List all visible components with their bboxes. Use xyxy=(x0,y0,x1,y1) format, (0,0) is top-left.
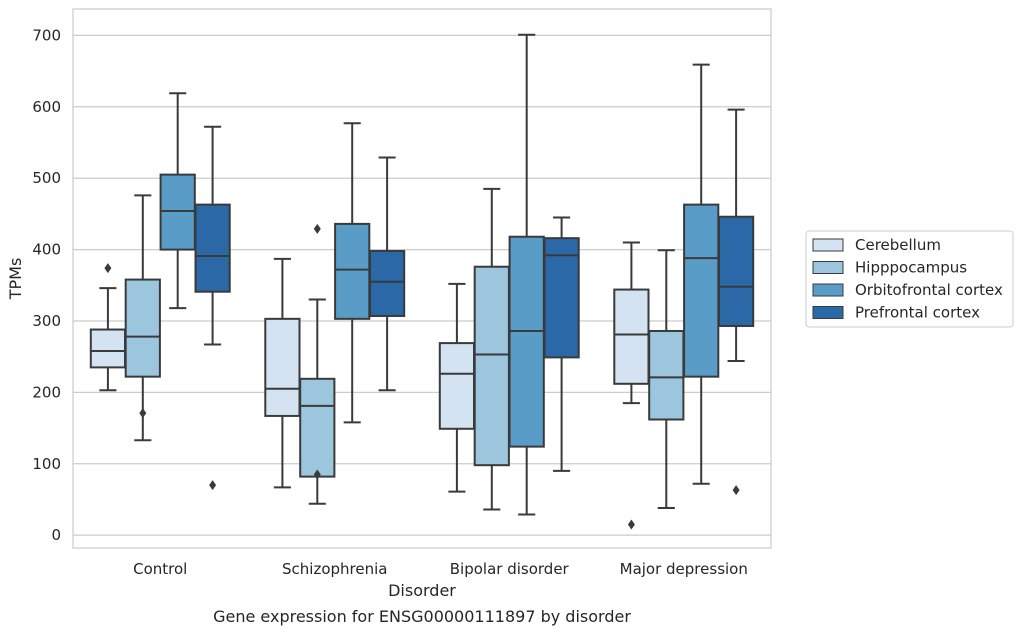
box-group xyxy=(264,257,301,489)
y-axis-label: TPMs xyxy=(6,258,25,301)
box-group xyxy=(368,156,406,392)
outlier-point xyxy=(627,519,635,530)
box-iqr xyxy=(159,173,196,251)
box-group xyxy=(613,241,650,530)
box-iqr xyxy=(194,203,231,293)
legend-label: Cerebellum xyxy=(855,236,941,254)
legend-label: Hipppocampus xyxy=(855,259,967,277)
y-tick-label: 700 xyxy=(32,26,61,44)
box-iqr xyxy=(683,203,720,378)
box-iqr xyxy=(124,278,161,378)
y-tick-label: 300 xyxy=(32,312,61,330)
box-group xyxy=(299,223,336,505)
outlier-point xyxy=(313,223,321,234)
legend: Cerebellum Hipppocampus Orbitofrontal cort… xyxy=(805,230,1014,328)
legend-swatch xyxy=(812,306,844,319)
box-group xyxy=(683,63,720,485)
legend-label: Prefrontal cortex xyxy=(855,304,980,322)
box-group xyxy=(194,125,231,491)
box-group xyxy=(473,187,510,511)
y-tick-label: 500 xyxy=(32,169,61,187)
y-tick-label: 600 xyxy=(32,98,61,116)
box-group xyxy=(543,216,580,472)
box-iqr xyxy=(334,222,371,320)
outlier-point xyxy=(732,485,740,496)
chart-caption: Gene expression for ENSG00000111897 by d… xyxy=(213,607,631,626)
outlier-point xyxy=(139,408,147,419)
x-tick-label: Control xyxy=(133,560,187,578)
x-tick-label: Major depression xyxy=(620,560,748,578)
box-iqr xyxy=(717,215,755,327)
box-iqr xyxy=(648,329,685,421)
legend-swatch xyxy=(812,261,844,274)
y-tick-label: 0 xyxy=(51,526,61,544)
x-tick-labels: Control Schizophrenia Bipolar disorder Majo… xyxy=(133,560,748,578)
outlier-point xyxy=(209,480,217,491)
box-iqr xyxy=(613,288,650,385)
outlier-point xyxy=(313,469,321,480)
box-iqr xyxy=(299,377,336,478)
box-iqr xyxy=(473,265,510,467)
box-iqr xyxy=(89,328,127,369)
y-tick-label: 400 xyxy=(32,241,61,259)
box-group xyxy=(508,33,545,516)
box-group xyxy=(159,92,196,310)
x-tick-label: Schizophrenia xyxy=(282,560,387,578)
y-tick-labels: 0 100 200 300 400 500 600 700 xyxy=(32,26,61,544)
box-iqr xyxy=(508,235,545,448)
x-axis-label: Disorder xyxy=(388,581,456,600)
box-group xyxy=(124,194,161,442)
box-iqr xyxy=(543,237,580,359)
legend-label: Orbitofrontal cortex xyxy=(855,281,1003,299)
outlier-point xyxy=(104,263,112,274)
legend-frame xyxy=(805,230,1014,328)
box-group xyxy=(89,263,127,392)
box-group xyxy=(438,282,476,493)
box-group xyxy=(334,122,371,424)
x-tick-label: Bipolar disorder xyxy=(450,560,570,578)
box-group xyxy=(717,108,755,496)
legend-swatch xyxy=(812,238,844,252)
box-iqr xyxy=(438,342,476,430)
plot-frame xyxy=(72,8,772,549)
box-iqr xyxy=(264,317,301,417)
box-group xyxy=(648,249,685,510)
box-iqr xyxy=(368,250,406,317)
legend-swatch xyxy=(812,283,844,297)
box-layer xyxy=(89,33,755,530)
y-tick-label: 100 xyxy=(32,455,61,473)
y-tick-label: 200 xyxy=(32,383,61,401)
